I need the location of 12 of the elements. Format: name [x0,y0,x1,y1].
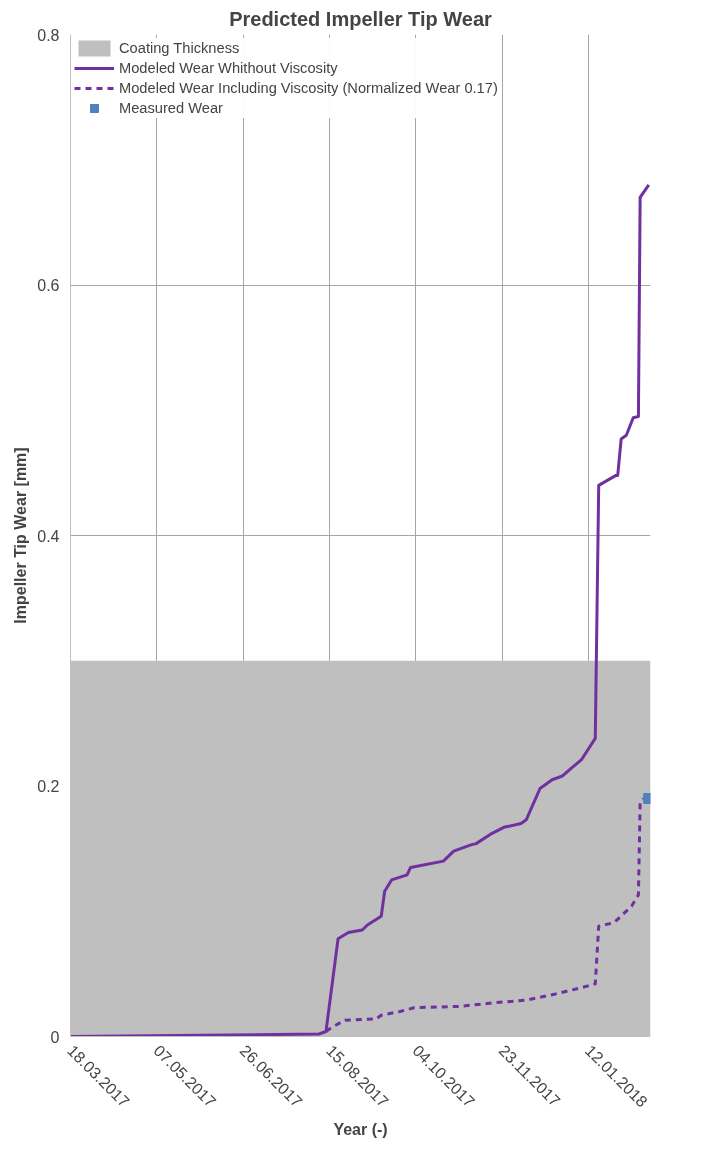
legend-label: Modeled Wear Including Viscosity (Normalized Wear 0.17) [119,80,498,96]
x-axis-title: Year (-) [333,1120,388,1138]
legend-label: Coating Thickness [119,40,240,56]
legend-label: Measured Wear [119,100,223,116]
legend-label: Modeled Wear Whithout Viscosity [119,60,338,76]
y-tick-label: 0.8 [37,26,60,44]
y-tick-label: 0.4 [37,527,60,545]
y-tick-label: 0.6 [37,277,60,294]
y-axis-title: Impeller Tip Wear [mm] [12,447,30,624]
chart-title: Predicted Impeller Tip Wear [229,7,493,30]
y-tick-label: 0 [50,1028,60,1046]
y-tick-label: 0.2 [37,778,60,795]
